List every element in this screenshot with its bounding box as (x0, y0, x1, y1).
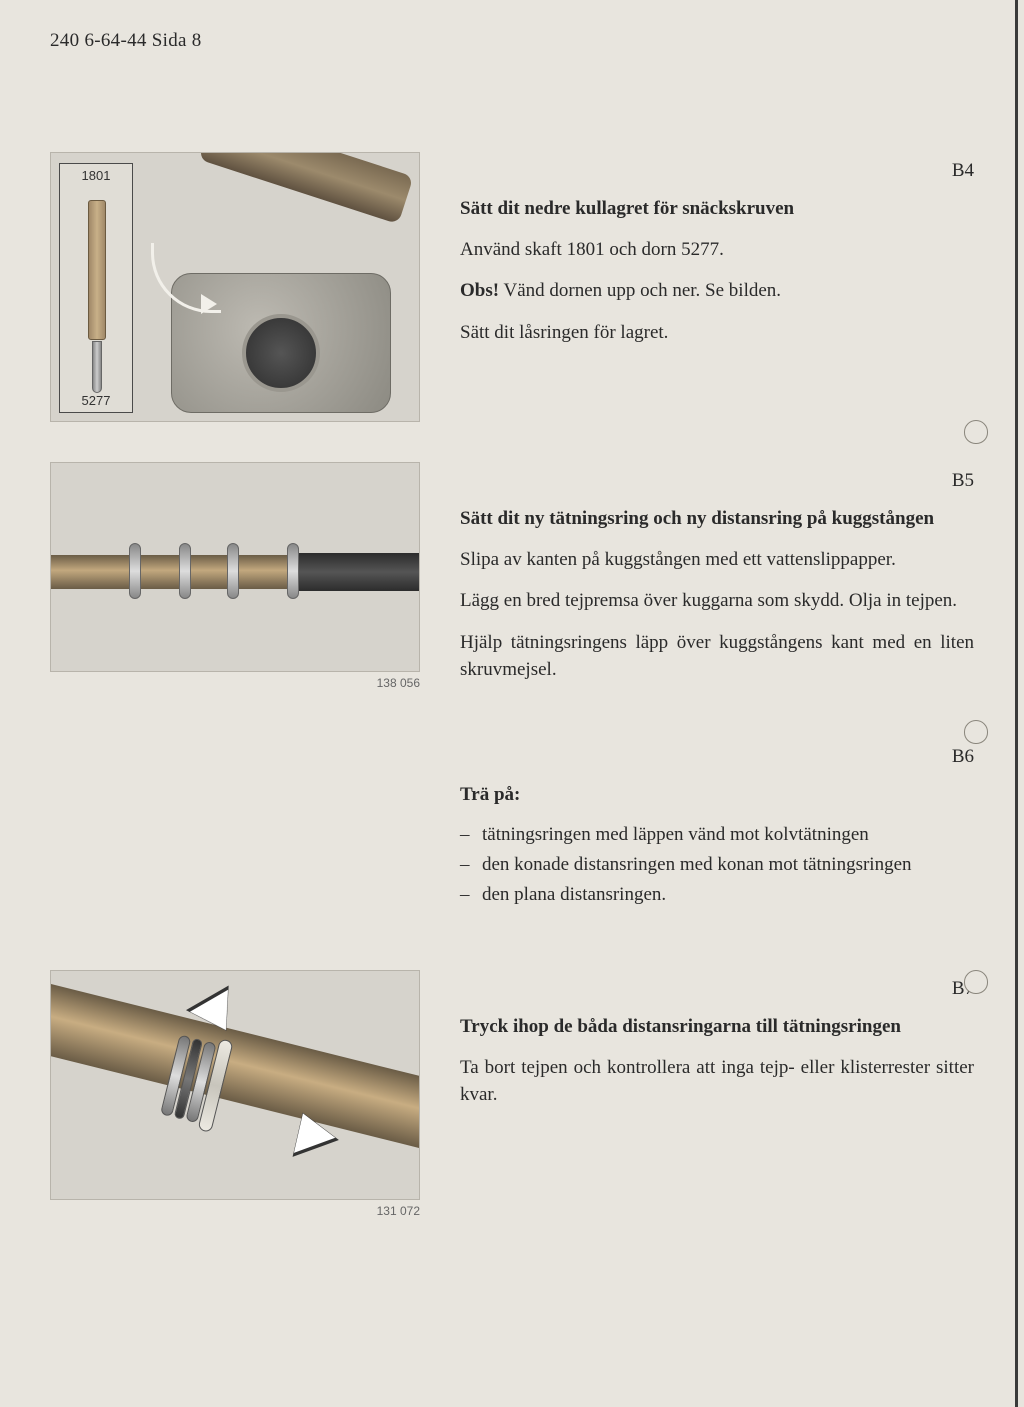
section-b4-label: B4 (460, 160, 974, 182)
section-b7: 131 072 B7 Tryck ihop de båda distansrin… (50, 970, 974, 1218)
punch-hole-icon (964, 720, 988, 744)
figure-b5-caption: 138 056 (50, 676, 420, 690)
section-b7-text: B7 Tryck ihop de båda distansringarna ti… (460, 970, 974, 1123)
section-b7-heading: Tryck ihop de båda distansringarna till … (460, 1014, 974, 1040)
section-b4-text: B4 Sätt dit nedre kullagret för snäckskr… (460, 152, 974, 360)
section-b5-heading: Sätt dit ny tätningsring och ny distansr… (460, 506, 974, 532)
figure-b6-placeholder (50, 738, 420, 739)
section-b4-p2: Obs! Vänd dornen upp och ner. Se bilden. (460, 277, 974, 305)
section-b6-label: B6 (460, 746, 974, 768)
figure-b4-handle-icon (198, 152, 413, 224)
figure-b5-image (50, 462, 420, 672)
punch-hole-icon (964, 970, 988, 994)
figure-b4-arrow-icon (151, 243, 221, 313)
section-b4-p2-text: Vänd dornen upp och ner. Se bilden. (504, 280, 782, 301)
figure-b7-image (50, 970, 420, 1200)
figure-b4-tool-icon (88, 200, 106, 340)
section-b5-p1: Slipa av kanten på kuggstången med ett v… (460, 546, 974, 574)
section-b4-p3: Sätt dit låsringen för lagret. (460, 319, 974, 347)
figure-b7-caption: 131 072 (50, 1204, 420, 1218)
page-header: 240 6-64-44 Sida 8 (50, 30, 974, 52)
figure-b5-gear-icon (289, 553, 419, 591)
section-b5-p3: Hjälp tätningsringens läpp över kuggstån… (460, 629, 974, 684)
punch-hole-icon (964, 420, 988, 444)
section-b6: B6 Trä på: –tätningsringen med läppen vä… (50, 738, 974, 910)
list-item: –den plana distansringen. (460, 881, 974, 909)
figure-b4-label-bottom: 5277 (60, 393, 132, 408)
list-item: –tätningsringen med läppen vänd mot kolv… (460, 821, 974, 849)
figure-b4-label-top: 1801 (60, 168, 132, 183)
section-b6-text: B6 Trä på: –tätningsringen med läppen vä… (460, 738, 974, 910)
figure-b5-ring-icon (227, 543, 239, 599)
figure-b5-ring-icon (287, 543, 299, 599)
obs-label: Obs! (460, 280, 499, 301)
figure-b5: 138 056 (50, 462, 420, 690)
figure-b7: 131 072 (50, 970, 420, 1218)
section-b7-label: B7 (460, 978, 974, 1000)
figure-b4-image: 1801 5277 (50, 152, 420, 422)
section-b7-p1: Ta bort tejpen och kontrollera att inga … (460, 1054, 974, 1109)
figure-b5-ring-icon (179, 543, 191, 599)
section-b5: 138 056 B5 Sätt dit ny tätningsring och … (50, 462, 974, 698)
section-b6-heading: Trä på: (460, 782, 974, 808)
figure-b4-inset: 1801 5277 (59, 163, 133, 413)
section-b4: 1801 5277 B4 Sätt dit nedre kullagret fö… (50, 152, 974, 422)
section-b5-p2: Lägg en bred tejpremsa över kuggarna som… (460, 587, 974, 615)
section-b4-heading: Sätt dit nedre kullagret för snäckskruve… (460, 196, 974, 222)
page: 240 6-64-44 Sida 8 1801 5277 B4 Sätt dit… (0, 0, 1024, 1407)
figure-b5-ring-icon (129, 543, 141, 599)
list-item: –den konade distansringen med konan mot … (460, 851, 974, 879)
figure-b4: 1801 5277 (50, 152, 420, 422)
section-b5-text: B5 Sätt dit ny tätningsring och ny dista… (460, 462, 974, 698)
section-b6-list: –tätningsringen med läppen vänd mot kolv… (460, 821, 974, 908)
section-b4-p1: Använd skaft 1801 och dorn 5277. (460, 236, 974, 264)
section-b5-label: B5 (460, 470, 974, 492)
